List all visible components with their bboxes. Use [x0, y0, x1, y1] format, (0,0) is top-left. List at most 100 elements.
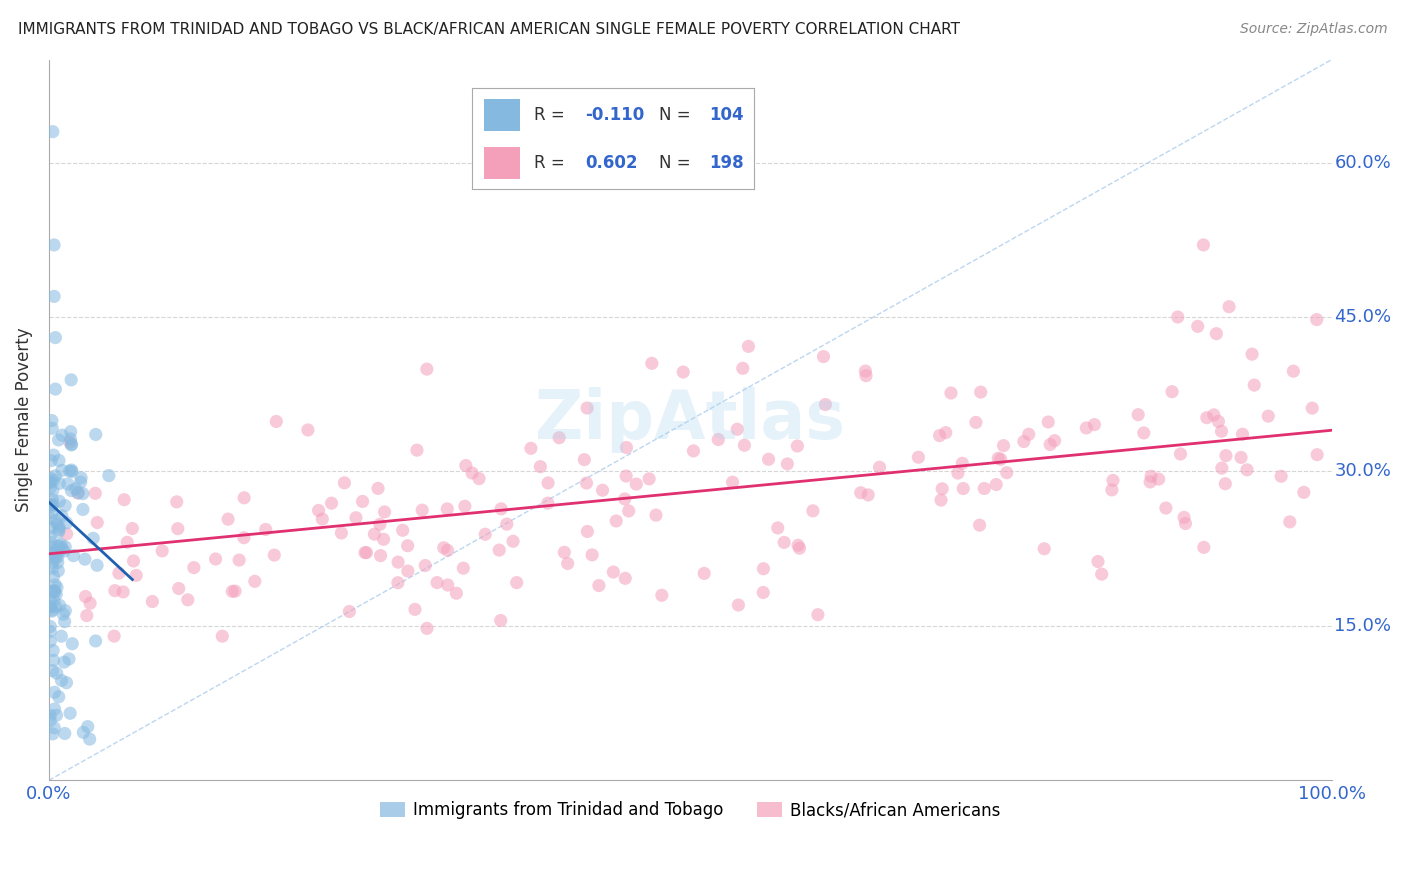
Point [104, 583, 127, 598]
Point [1270, 469, 1292, 483]
Point [211, 629, 233, 643]
Point [581, 548, 603, 562]
Point [489, 501, 512, 516]
Point [39, 546, 62, 560]
Point [79, 596, 101, 610]
Point [1018, 427, 1040, 442]
Text: 30.0%: 30.0% [1334, 462, 1391, 481]
Point [1170, 447, 1192, 461]
Point [436, 578, 458, 592]
Point [44, 585, 66, 599]
Point [60, 463, 83, 477]
Point [617, 504, 640, 518]
Point [354, 546, 377, 560]
Point [55, 527, 77, 541]
Point [1091, 567, 1114, 582]
Point [367, 482, 389, 496]
Point [221, 584, 243, 599]
Point [1236, 463, 1258, 477]
Point [330, 526, 353, 541]
Point [45, 514, 67, 528]
Point [42, 569, 65, 583]
Point [51, 538, 73, 552]
Point [39, 475, 62, 489]
Point [682, 443, 704, 458]
Point [44, 551, 66, 566]
Point [433, 541, 456, 555]
Point [990, 452, 1012, 467]
Point [39, 511, 62, 525]
Point [53, 499, 76, 513]
Point [987, 451, 1010, 466]
Point [970, 385, 993, 400]
Point [952, 482, 974, 496]
Point [75, 590, 97, 604]
Point [60, 483, 83, 498]
Point [45, 666, 67, 681]
Point [82, 531, 104, 545]
Text: 15.0%: 15.0% [1334, 617, 1392, 635]
Point [86, 516, 108, 530]
Point [41, 561, 63, 575]
Point [614, 571, 637, 585]
Point [150, 544, 173, 558]
Point [48, 525, 70, 540]
Point [42, 497, 65, 511]
Point [103, 629, 125, 643]
Point [950, 456, 973, 470]
Point [42, 653, 65, 667]
Point [45, 708, 67, 723]
Point [1211, 425, 1233, 439]
Point [55, 675, 77, 690]
Point [807, 607, 830, 622]
Point [1012, 434, 1035, 449]
Point [60, 637, 83, 651]
Point [725, 422, 748, 436]
Point [1205, 326, 1227, 341]
Point [167, 582, 190, 596]
Point [396, 539, 419, 553]
Point [59, 425, 82, 439]
Point [79, 732, 101, 747]
Point [41, 505, 63, 519]
Point [505, 575, 527, 590]
Point [337, 605, 360, 619]
Point [574, 452, 596, 467]
Point [928, 428, 950, 442]
Point [553, 545, 575, 559]
Point [44, 583, 66, 598]
Point [363, 527, 385, 541]
Point [1213, 476, 1236, 491]
Point [48, 494, 70, 508]
Point [1230, 450, 1253, 465]
Point [53, 655, 76, 669]
Point [112, 585, 135, 599]
Point [46, 549, 69, 564]
Point [108, 566, 131, 581]
Point [53, 540, 76, 554]
Point [41, 500, 63, 514]
Text: 60.0%: 60.0% [1334, 153, 1391, 171]
Point [468, 472, 491, 486]
Point [42, 238, 65, 252]
Point [228, 553, 250, 567]
Point [758, 452, 780, 467]
Point [65, 482, 87, 496]
Point [370, 549, 392, 563]
Point [391, 524, 413, 538]
Point [84, 486, 107, 500]
Point [72, 502, 94, 516]
Point [614, 469, 637, 483]
Point [44, 468, 66, 483]
Point [84, 427, 107, 442]
Point [48, 523, 70, 537]
Point [41, 727, 63, 741]
Point [406, 443, 429, 458]
Point [626, 477, 648, 491]
Point [787, 538, 810, 552]
Point [489, 614, 512, 628]
Point [115, 535, 138, 549]
Point [602, 565, 624, 579]
Point [48, 539, 70, 553]
Point [426, 575, 449, 590]
